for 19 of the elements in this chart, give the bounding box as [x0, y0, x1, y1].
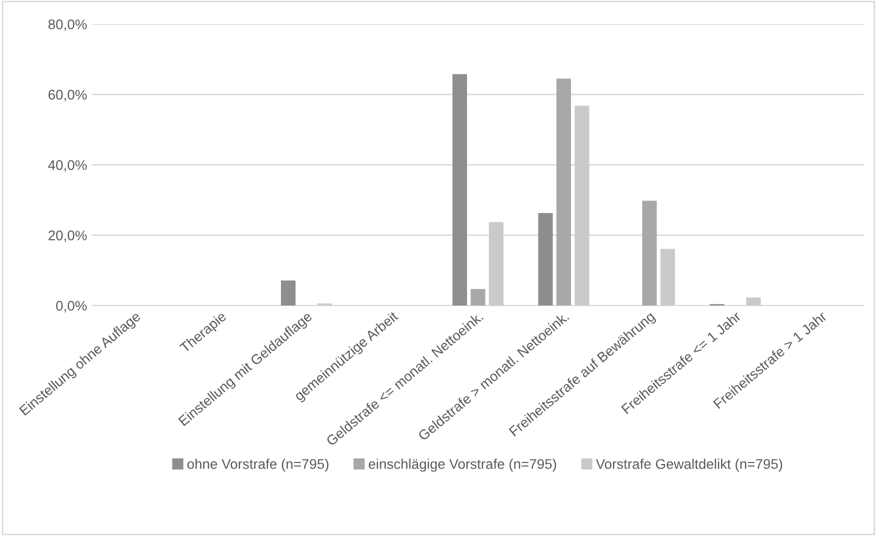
legend-label: ohne Vorstrafe (n=795) [187, 458, 328, 472]
bar [470, 288, 486, 306]
bar [452, 74, 468, 306]
y-tick-label: 40,0% [48, 160, 87, 172]
bar [317, 303, 332, 306]
bar [574, 106, 590, 306]
y-tick-label: 80,0% [48, 19, 87, 31]
bar [660, 248, 675, 306]
bar [556, 78, 572, 306]
bar [746, 297, 761, 306]
bar [642, 200, 657, 306]
bar [280, 280, 296, 306]
legend-label: Vorstrafe Gewaltdelikt (n=795) [596, 458, 782, 472]
bar [488, 222, 504, 306]
y-tick-label: 20,0% [48, 230, 87, 242]
legend-label: einschlägige Vorstrafe (n=795) [368, 458, 556, 472]
y-tick-label: 0,0% [56, 300, 87, 312]
bar [538, 213, 553, 306]
y-tick-label: 60,0% [48, 90, 87, 102]
